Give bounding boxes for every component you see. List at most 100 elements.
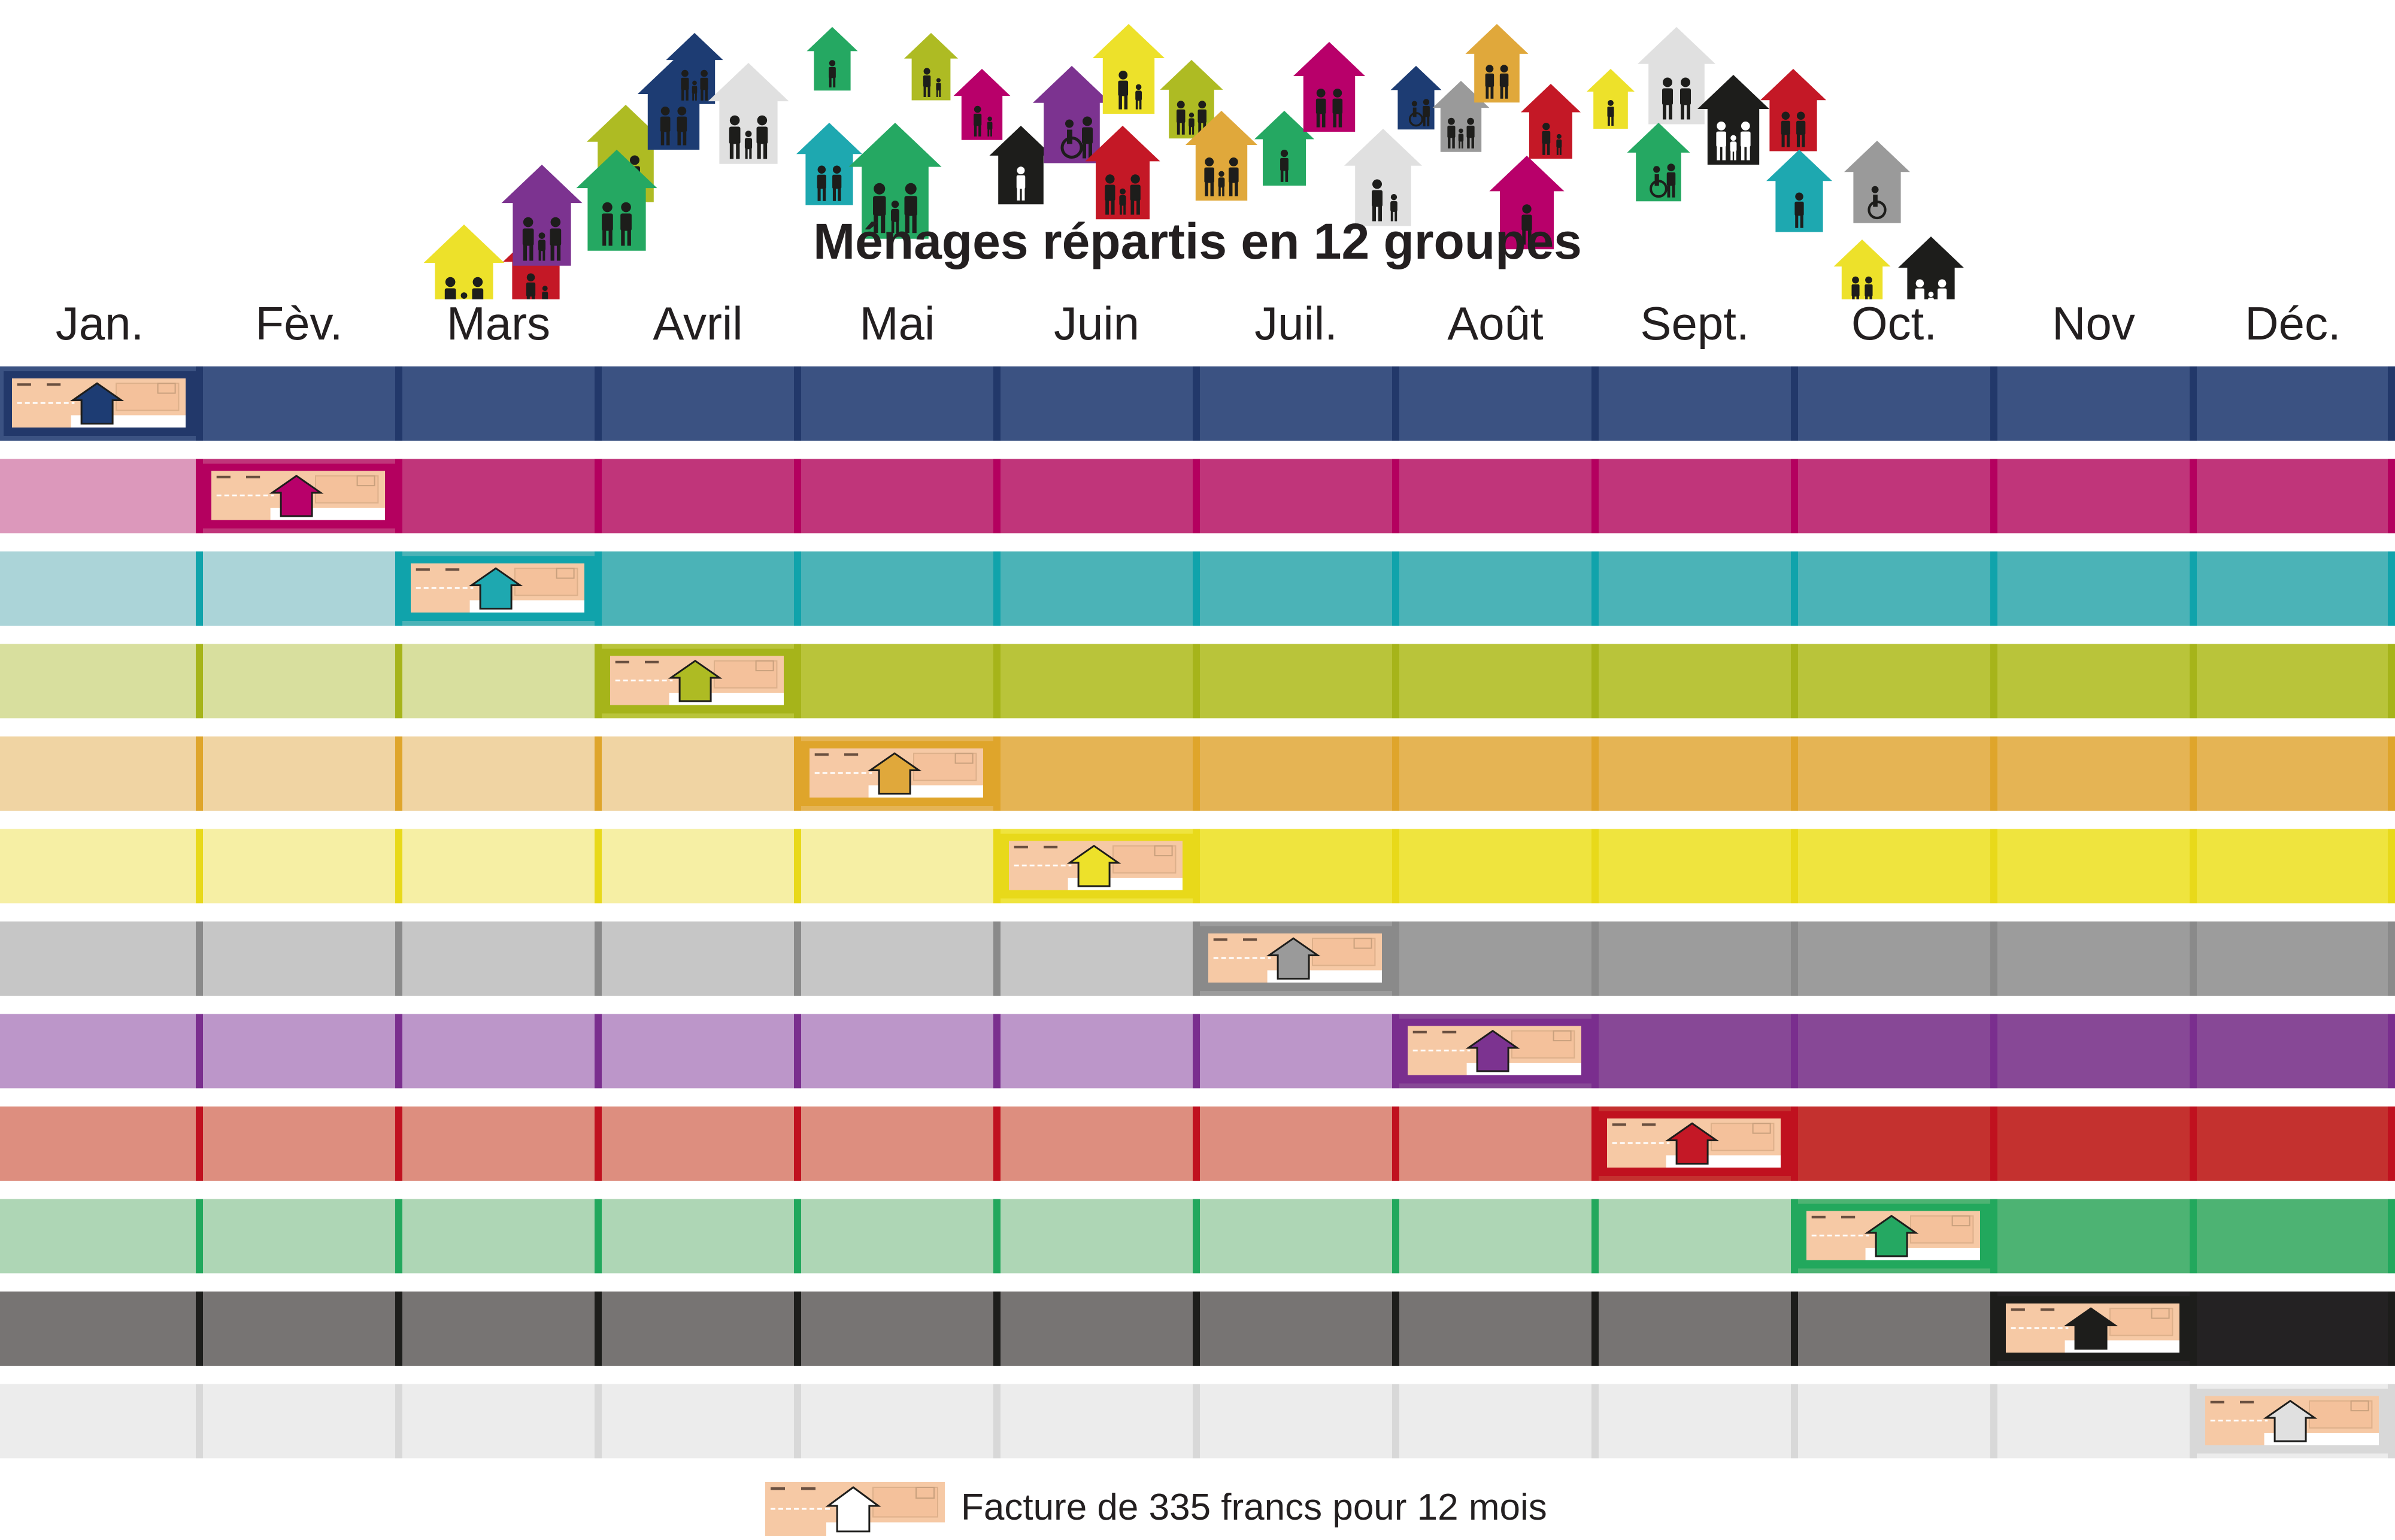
month-divider xyxy=(395,459,402,533)
month-cell xyxy=(997,1014,1197,1089)
wheelchair-person-icon xyxy=(1627,123,1690,202)
row-end-divider xyxy=(2388,459,2395,533)
month-cell xyxy=(1595,1014,1795,1089)
month-cell xyxy=(598,736,798,811)
month-divider xyxy=(1791,1107,1798,1181)
month-divider xyxy=(2190,1199,2197,1274)
month-divider xyxy=(1990,921,1997,996)
month-cell xyxy=(1994,921,2194,996)
month-divider xyxy=(993,1292,1001,1366)
row-end-divider xyxy=(2388,736,2395,811)
month-divider xyxy=(395,644,402,719)
month-divider xyxy=(595,736,602,811)
month-divider xyxy=(2190,829,2197,904)
parent-child-icon xyxy=(1344,129,1422,226)
month-divider xyxy=(993,829,1001,904)
month-divider xyxy=(595,829,602,904)
month-divider xyxy=(1591,921,1599,996)
couple-icon xyxy=(1760,69,1826,151)
month-cell xyxy=(1595,366,1795,441)
month-divider xyxy=(395,551,402,626)
month-divider xyxy=(2190,921,2197,996)
month-divider xyxy=(196,829,203,904)
parent-child-icon xyxy=(1521,84,1581,159)
billing-schedule-grid xyxy=(0,366,2395,1459)
month-label: Juil. xyxy=(1254,297,1338,350)
month-cell xyxy=(399,1014,599,1089)
month-divider xyxy=(1791,366,1798,441)
household-houses-illustration xyxy=(423,24,1964,299)
month-divider xyxy=(595,1384,602,1459)
month-cell xyxy=(399,1384,599,1459)
month-cell xyxy=(1595,551,1795,626)
month-divider xyxy=(2190,1014,2197,1089)
month-cell xyxy=(1595,921,1795,996)
person-icon xyxy=(989,126,1053,205)
month-cell xyxy=(1196,551,1396,626)
month-divider xyxy=(1791,551,1798,626)
month-label: Fèv. xyxy=(255,297,343,350)
month-divider xyxy=(1193,551,1200,626)
month-divider xyxy=(196,1014,203,1089)
family-icon xyxy=(708,63,789,164)
group-row xyxy=(0,736,2395,811)
month-cell xyxy=(1196,829,1396,904)
month-divider xyxy=(1990,644,1997,719)
month-label: Déc. xyxy=(2245,297,2341,350)
month-cell xyxy=(2193,644,2393,719)
person-icon xyxy=(1254,111,1314,186)
month-divider xyxy=(595,551,602,626)
month-cell xyxy=(199,829,399,904)
month-divider xyxy=(993,644,1001,719)
month-cell xyxy=(1196,1199,1396,1274)
month-divider xyxy=(1591,1199,1599,1274)
family-icon xyxy=(1898,237,1964,299)
month-cell xyxy=(1196,1107,1396,1181)
row-end-divider xyxy=(2388,1014,2395,1089)
month-cell xyxy=(1994,1384,2194,1459)
month-label: Jan. xyxy=(55,297,144,350)
month-divider xyxy=(794,1107,801,1181)
month-divider xyxy=(395,736,402,811)
month-divider xyxy=(1990,366,1997,441)
month-divider xyxy=(595,459,602,533)
month-divider xyxy=(794,1384,801,1459)
legend-invoice-icon xyxy=(765,1482,945,1536)
month-divider xyxy=(993,1014,1001,1089)
month-cell xyxy=(2193,366,2393,441)
month-divider xyxy=(395,921,402,996)
month-divider xyxy=(1392,1199,1399,1274)
month-cell xyxy=(0,829,200,904)
month-divider xyxy=(1392,1014,1399,1089)
month-cell xyxy=(598,551,798,626)
invoice-house-icon xyxy=(1408,1026,1581,1075)
month-cell xyxy=(199,736,399,811)
month-divider xyxy=(1791,1384,1798,1459)
month-cell xyxy=(1396,921,1596,996)
month-divider xyxy=(1392,736,1399,811)
month-cell xyxy=(798,1107,998,1181)
month-divider xyxy=(1392,644,1399,719)
month-divider xyxy=(1591,644,1599,719)
month-divider xyxy=(1193,1292,1200,1366)
month-cell xyxy=(1595,1199,1795,1274)
month-divider xyxy=(1990,1014,1997,1089)
month-divider xyxy=(2190,1384,2197,1459)
group-row xyxy=(0,1014,2395,1089)
month-cell xyxy=(1794,1014,1994,1089)
month-divider xyxy=(993,1384,1001,1459)
month-cell xyxy=(1196,1014,1396,1089)
month-cell xyxy=(1595,829,1795,904)
month-divider xyxy=(2190,1292,2197,1366)
month-divider xyxy=(1193,1384,1200,1459)
month-divider xyxy=(1990,1292,1997,1366)
month-cell xyxy=(798,1199,998,1274)
month-divider xyxy=(196,1199,203,1274)
month-cell xyxy=(598,366,798,441)
month-divider xyxy=(1591,459,1599,533)
month-cell xyxy=(1794,459,1994,533)
month-cell xyxy=(199,1199,399,1274)
row-end-divider xyxy=(2388,1199,2395,1274)
group-row xyxy=(0,644,2395,719)
invoice-house-icon xyxy=(2205,1396,2379,1445)
